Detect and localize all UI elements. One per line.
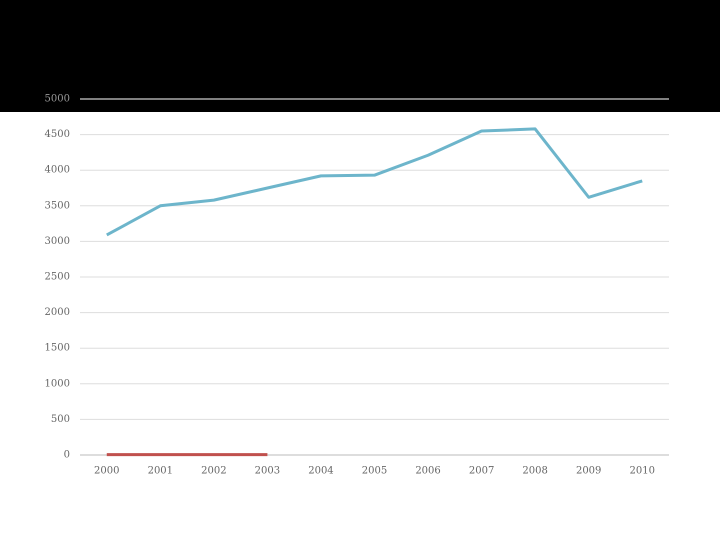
y-tick-label: 3000	[45, 236, 70, 247]
y-tick-label: 2000	[45, 307, 70, 318]
header-band	[0, 0, 720, 112]
y-tick-label: 1500	[45, 343, 70, 354]
y-tick-label: 0	[64, 450, 70, 461]
y-tick-label: 5000	[45, 94, 70, 105]
y-tick-label: 2500	[45, 272, 70, 283]
x-tick-label: 2006	[415, 466, 440, 477]
x-tick-label: 2002	[201, 466, 226, 477]
x-tick-label: 2001	[148, 466, 173, 477]
y-tick-label: 4500	[45, 129, 70, 140]
y-tick-label: 500	[51, 414, 70, 425]
x-tick-label: 2000	[94, 466, 119, 477]
x-tick-label: 2003	[255, 466, 280, 477]
y-tick-label: 4000	[45, 165, 70, 176]
y-tick-label: 3500	[45, 200, 70, 211]
x-tick-label: 2004	[308, 466, 333, 477]
series-line	[106, 127, 643, 237]
x-tick-label: 2009	[576, 466, 601, 477]
x-tick-label: 2010	[630, 466, 655, 477]
x-tick-label: 2007	[469, 466, 494, 477]
x-tick-label: 2008	[522, 466, 547, 477]
y-tick-label: 1000	[45, 378, 70, 389]
x-tick-label: 2005	[362, 466, 387, 477]
